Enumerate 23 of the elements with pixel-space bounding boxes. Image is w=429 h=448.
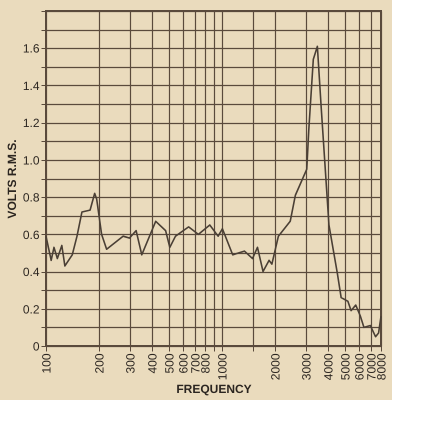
y-tick-label: 1.0	[22, 153, 40, 168]
y-tick-label: 0	[32, 340, 40, 354]
x-axis-title: FREQUENCY	[176, 382, 252, 396]
x-tick-label: 500	[162, 353, 177, 374]
x-tick-label: 600	[176, 353, 190, 374]
y-tick-label: 1.4	[22, 78, 40, 93]
y-tick-label: 0.4	[22, 265, 40, 280]
x-tick-label: 4000	[322, 353, 336, 380]
y-tick-label: 0.8	[22, 190, 40, 205]
x-tick-label: 6000	[352, 353, 367, 380]
x-tick-label: 5000	[338, 353, 353, 380]
y-tick-label: 0.6	[22, 228, 40, 242]
x-tick-label: 3000	[300, 353, 314, 380]
x-tick-label: 300	[123, 353, 138, 374]
y-axis-title: VOLTS R.M.S.	[4, 139, 19, 219]
y-tick-label: 1.6	[22, 42, 40, 56]
y-tick-label: 1.2	[22, 116, 40, 130]
x-tick-label: 2000	[268, 353, 283, 380]
x-tick-label: 1000	[216, 353, 230, 380]
x-tick-label: 200	[92, 353, 106, 374]
y-tick-label: 0.2	[22, 302, 40, 316]
x-tick-label: 100	[40, 353, 54, 374]
x-tick-label: 400	[145, 353, 160, 374]
